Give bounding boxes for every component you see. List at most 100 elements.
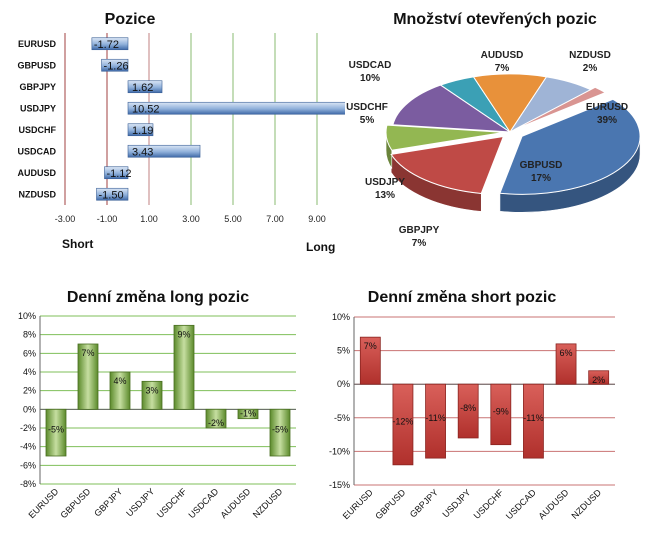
slice-percent-label: 39%: [597, 115, 617, 126]
y-tick-label: -8%: [20, 479, 36, 489]
category-label: NZDUSD: [19, 189, 57, 199]
slice-percent-label: 10%: [360, 73, 380, 84]
bar-value-label: 9%: [177, 329, 190, 339]
category-label: GBPUSD: [373, 487, 407, 521]
x-tick-label: -1.00: [97, 214, 118, 224]
short-change-title: Denní změna short pozic: [368, 289, 557, 306]
category-label: AUDUSD: [218, 486, 252, 520]
y-tick-label: -4%: [20, 442, 36, 452]
category-label: GBPJPY: [19, 82, 56, 92]
bar-value-label: -1.26: [104, 60, 129, 72]
slice-name-label: AUDUSD: [481, 50, 524, 61]
pie-title: Množství otevřených pozic: [393, 11, 597, 28]
bar: [269, 408, 291, 457]
y-tick-label: 10%: [332, 312, 350, 322]
bar-value-label: -8%: [460, 403, 476, 413]
category-label: NZDUSD: [570, 487, 604, 521]
bar-value-label: 7%: [81, 348, 94, 358]
bar-value-label: -1.12: [106, 168, 131, 180]
short-change-chart-svg: Denní změna short pozic 7% -12% -11% -8% -9%…: [329, 289, 615, 521]
bar: [127, 101, 350, 115]
bar-value-label: -5%: [48, 425, 64, 435]
category-label: GBPUSD: [58, 486, 92, 520]
y-tick-label: 0%: [337, 379, 350, 389]
y-tick-label: -5%: [334, 413, 350, 423]
y-tick-label: 0%: [23, 404, 36, 414]
category-label: USDCAD: [17, 146, 56, 156]
pie-slice: [514, 86, 607, 130]
x-tick-label: 9.00: [308, 214, 326, 224]
slice-percent-label: 2%: [583, 63, 598, 74]
y-tick-label: 6%: [23, 348, 36, 358]
pie-slice: [392, 84, 512, 133]
bar: [173, 324, 195, 410]
category-label: EURUSD: [26, 486, 60, 520]
pie-slice: [499, 98, 641, 195]
category-label: USDJPY: [440, 487, 472, 519]
category-label: GBPUSD: [17, 60, 56, 70]
category-label: USDJPY: [20, 103, 56, 113]
bar: [127, 80, 163, 94]
bar: [96, 187, 129, 201]
bar: [555, 343, 577, 385]
bar: [127, 144, 201, 158]
bar-value-label: 10.52: [132, 103, 160, 115]
long-change-title: Denní změna long pozic: [67, 289, 249, 306]
bar: [457, 383, 479, 439]
x-tick-label: 1.00: [140, 214, 158, 224]
bar: [237, 408, 259, 420]
bar-value-label: 3%: [145, 385, 158, 395]
bar-value-label: 1.62: [132, 82, 153, 94]
bar: [523, 383, 544, 459]
bar-value-label: -1.72: [94, 39, 119, 51]
bar-value-label: 4%: [113, 376, 126, 386]
slice-name-label: GBPUSD: [520, 160, 563, 171]
bar-value-label: 6%: [560, 348, 573, 358]
bar: [91, 37, 129, 51]
bar-value-label: 2%: [592, 375, 605, 385]
bar: [45, 408, 67, 457]
bar: [588, 370, 610, 385]
category-label: USDCHF: [19, 125, 57, 135]
category-label: EURUSD: [341, 487, 375, 521]
slice-name-label: NZDUSD: [569, 50, 611, 61]
bar: [141, 380, 163, 410]
category-label: AUDUSD: [17, 168, 56, 178]
positions-chart: Pozice -1.72 -1.26 1.62 10.52 1.19 3.43 -1.12 -…: [0, 0, 350, 265]
short-label: Short: [62, 237, 93, 251]
bar: [490, 383, 512, 446]
pie-slice: [390, 135, 505, 195]
category-label: USDCAD: [504, 487, 538, 521]
short-change-chart: Denní změna short pozic 7% -12% -11% -8% -9%…: [310, 280, 666, 539]
y-tick-label: -6%: [20, 460, 36, 470]
slice-percent-label: 5%: [360, 115, 375, 126]
bar-value-label: 7%: [364, 341, 377, 351]
bar-value-label: 3.43: [132, 146, 153, 158]
bar-value-label: -1%: [240, 409, 256, 419]
category-label: USDJPY: [124, 486, 156, 518]
bar-value-label: -12%: [392, 417, 413, 427]
y-tick-label: -15%: [329, 480, 350, 490]
slice-percent-label: 7%: [412, 238, 427, 249]
x-tick-label: 3.00: [182, 214, 200, 224]
positions-chart-svg: Pozice -1.72 -1.261.62 10.52 1.19 3.43-1.12 -…: [17, 11, 350, 254]
slice-name-label: EURUSD: [586, 102, 628, 113]
slice-percent-label: 13%: [375, 190, 395, 201]
category-label: NZDUSD: [251, 486, 285, 520]
bar-value-label: -9%: [493, 406, 509, 416]
slice-name-label: USDJPY: [365, 177, 405, 188]
bar: [359, 336, 381, 385]
bar: [425, 383, 446, 459]
y-tick-label: -10%: [329, 446, 350, 456]
category-label: GBPJPY: [92, 486, 124, 518]
slice-name-label: USDCAD: [349, 60, 392, 71]
bar: [104, 166, 129, 180]
slice-name-label: USDCHF: [346, 102, 388, 113]
y-tick-label: 5%: [337, 346, 350, 356]
long-label: Long: [306, 240, 335, 254]
category-label: USDCHF: [472, 487, 506, 521]
x-tick-label: 5.00: [224, 214, 242, 224]
y-tick-label: 4%: [23, 367, 36, 377]
y-tick-label: 8%: [23, 330, 36, 340]
bar-value-label: -11%: [523, 413, 543, 423]
